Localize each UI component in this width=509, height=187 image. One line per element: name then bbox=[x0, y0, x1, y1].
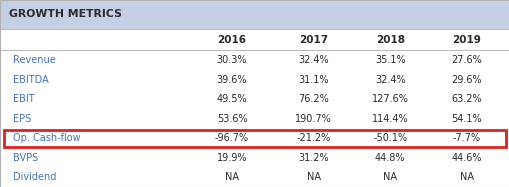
Bar bbox=[0, 128, 509, 148]
Text: 35.1%: 35.1% bbox=[374, 55, 405, 65]
Text: 2018: 2018 bbox=[375, 35, 404, 45]
Text: NA: NA bbox=[306, 172, 320, 182]
Text: NA: NA bbox=[459, 172, 473, 182]
Bar bbox=[0, 50, 509, 70]
Bar bbox=[0, 0, 509, 29]
Text: -21.2%: -21.2% bbox=[296, 133, 330, 143]
Text: NA: NA bbox=[382, 172, 397, 182]
Text: EBITDA: EBITDA bbox=[13, 75, 48, 85]
Text: Dividend: Dividend bbox=[13, 172, 56, 182]
Text: 39.6%: 39.6% bbox=[216, 75, 247, 85]
Text: 114.4%: 114.4% bbox=[371, 114, 408, 124]
Text: -7.7%: -7.7% bbox=[451, 133, 480, 143]
Text: 32.4%: 32.4% bbox=[298, 55, 328, 65]
Text: 27.6%: 27.6% bbox=[450, 55, 481, 65]
Bar bbox=[0, 29, 509, 50]
Text: GROWTH METRICS: GROWTH METRICS bbox=[9, 10, 122, 19]
Bar bbox=[0, 70, 509, 90]
Text: -96.7%: -96.7% bbox=[215, 133, 248, 143]
Bar bbox=[0, 109, 509, 128]
Text: EPS: EPS bbox=[13, 114, 31, 124]
Text: 31.2%: 31.2% bbox=[298, 153, 328, 163]
Text: 44.6%: 44.6% bbox=[450, 153, 481, 163]
Text: 32.4%: 32.4% bbox=[374, 75, 405, 85]
Text: 49.5%: 49.5% bbox=[216, 94, 247, 104]
Text: 30.3%: 30.3% bbox=[216, 55, 247, 65]
Text: -50.1%: -50.1% bbox=[373, 133, 406, 143]
Text: 2019: 2019 bbox=[451, 35, 480, 45]
Text: 127.6%: 127.6% bbox=[371, 94, 408, 104]
Text: 44.8%: 44.8% bbox=[374, 153, 405, 163]
Text: Revenue: Revenue bbox=[13, 55, 55, 65]
Text: 2017: 2017 bbox=[298, 35, 328, 45]
Bar bbox=[4, 130, 505, 146]
Text: 53.6%: 53.6% bbox=[216, 114, 247, 124]
Bar bbox=[0, 90, 509, 109]
Text: BVPS: BVPS bbox=[13, 153, 38, 163]
Text: 63.2%: 63.2% bbox=[450, 94, 481, 104]
Text: NA: NA bbox=[224, 172, 239, 182]
Text: 76.2%: 76.2% bbox=[298, 94, 328, 104]
Text: 2016: 2016 bbox=[217, 35, 246, 45]
Bar bbox=[0, 168, 509, 187]
Text: Op. Cash-flow: Op. Cash-flow bbox=[13, 133, 80, 143]
Text: EBIT: EBIT bbox=[13, 94, 34, 104]
Bar bbox=[0, 148, 509, 168]
Text: 190.7%: 190.7% bbox=[295, 114, 331, 124]
Text: 29.6%: 29.6% bbox=[450, 75, 481, 85]
Text: 54.1%: 54.1% bbox=[450, 114, 481, 124]
Text: 19.9%: 19.9% bbox=[216, 153, 247, 163]
Text: 31.1%: 31.1% bbox=[298, 75, 328, 85]
